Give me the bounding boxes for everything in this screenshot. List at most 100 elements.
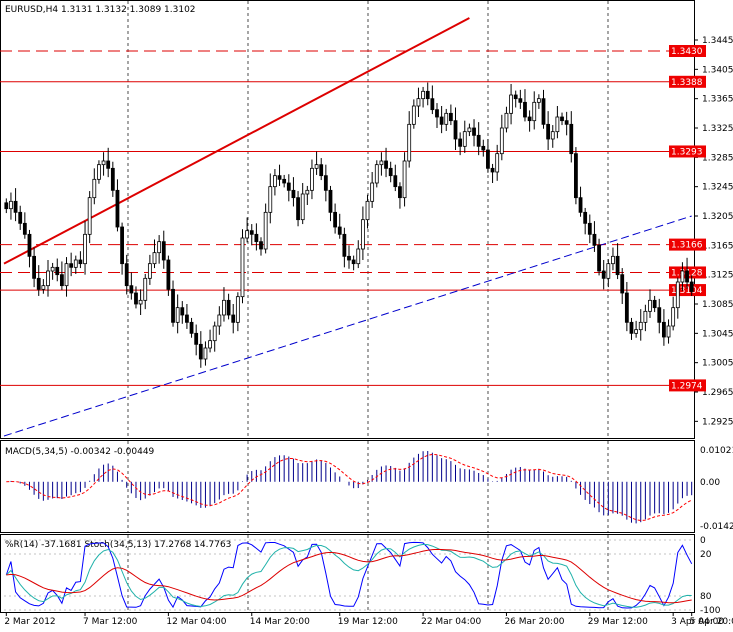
candle-body: [161, 241, 166, 261]
macd-signal-line: [6, 453, 692, 522]
candle-body: [499, 127, 504, 155]
level-label: 1.3430: [671, 47, 703, 57]
osc-tick-label: 20: [700, 550, 712, 560]
candle-body: [509, 94, 513, 114]
candle-body: [189, 321, 194, 334]
candle-body: [546, 123, 551, 140]
stochastic-signal-line: [6, 548, 692, 604]
candle-body: [578, 197, 583, 213]
osc-tick-label: 0: [700, 536, 706, 546]
x-tick-label: 5 Apr 20:00: [690, 617, 733, 627]
symbol-header: EURUSD,H4 1.3131 1.3132 1.3089 1.3102: [5, 5, 196, 15]
candle-body: [296, 197, 300, 221]
candle-body: [55, 266, 60, 276]
y-tick-label: 1.2925: [702, 417, 733, 427]
candle-body: [629, 321, 634, 334]
candle-body: [143, 277, 148, 301]
candle-body: [532, 101, 537, 122]
candle-body: [282, 178, 287, 184]
osc-tick-label: 80: [700, 592, 712, 602]
level-label-box: [669, 379, 706, 392]
candle-body: [87, 197, 92, 235]
candle-body: [203, 347, 208, 360]
candle-body: [185, 314, 189, 323]
candle-body: [222, 299, 226, 316]
candle-body: [541, 98, 546, 125]
candle-body: [374, 164, 379, 184]
x-tick-label: 12 Mar 04:00: [166, 617, 226, 627]
candle-body: [36, 277, 41, 290]
x-tick-label: 26 Mar 20:00: [504, 617, 564, 627]
candle-body: [268, 186, 273, 213]
candle-body: [615, 255, 620, 276]
candle-body: [32, 255, 37, 279]
candle-body: [27, 233, 32, 257]
candle-body: [18, 211, 23, 224]
candle-body: [592, 233, 597, 246]
candle-body: [231, 314, 236, 323]
candle-body: [249, 230, 254, 235]
candle-body: [560, 116, 564, 122]
y-tick-label: 1.3045: [702, 329, 733, 339]
candle-body: [685, 270, 689, 283]
candle-body: [643, 310, 648, 323]
williams-r-line: [5, 541, 693, 609]
candle-body: [518, 98, 523, 103]
level-label: 1.3388: [671, 78, 703, 88]
candle-body: [657, 307, 662, 323]
x-tick-label: 22 Mar 04:00: [421, 617, 481, 627]
candle-body: [4, 202, 9, 210]
oscillator-subtitle: %R(14) -37.1681 Stoch(34,5,13) 17.2768 1…: [5, 540, 231, 550]
candle-body: [481, 145, 486, 151]
candle-body: [101, 160, 106, 166]
candle-body: [83, 233, 87, 265]
candle-body: [347, 255, 351, 261]
candle-body: [384, 160, 388, 169]
candle-body: [157, 241, 162, 254]
level-label-box: [669, 238, 706, 251]
candle-body: [166, 259, 171, 290]
x-tick-label: 3 Apr 04:00: [671, 617, 724, 627]
candle-body: [351, 259, 356, 265]
candle-body: [671, 307, 676, 327]
candle-body: [360, 219, 365, 250]
y-tick-label: 1.3085: [702, 300, 733, 310]
support-trendline: [3, 215, 692, 437]
candle-body: [504, 112, 509, 129]
candle-body: [64, 263, 69, 287]
candle-body: [273, 175, 277, 188]
x-tick-label: 2 Mar 2012: [4, 617, 55, 627]
candle-body: [198, 343, 203, 360]
candle-body: [472, 127, 476, 136]
macd-subtitle: MACD(5,34,5) -0.00342 -0.00449: [5, 447, 155, 457]
candle-body: [263, 211, 268, 250]
candle-body: [388, 167, 393, 177]
candle-body: [448, 112, 453, 122]
candle-body: [365, 200, 370, 221]
candle-body: [41, 285, 46, 290]
candle-body: [180, 307, 185, 316]
candle-body: [171, 288, 175, 323]
level-label-box: [669, 75, 706, 88]
candle-body: [337, 226, 342, 235]
candle-body: [486, 149, 490, 169]
candle-body: [648, 299, 652, 312]
candle-body: [689, 281, 694, 292]
candle-body: [564, 120, 569, 125]
candle-body: [73, 259, 78, 268]
candle-body: [106, 160, 111, 169]
candle-body: [310, 167, 314, 191]
candle-body: [513, 94, 518, 100]
candle-body: [254, 233, 259, 243]
candle-body: [634, 329, 639, 334]
level-label: 1.3293: [671, 147, 703, 157]
candle-body: [212, 325, 217, 342]
candle-body: [435, 109, 439, 118]
candle-body: [495, 153, 500, 173]
candle-body: [393, 175, 398, 188]
candle-body: [597, 244, 601, 272]
oscillator-panel-frame: [0, 534, 695, 613]
candle-body: [69, 263, 74, 268]
candle-body: [680, 270, 685, 283]
candle-body: [259, 241, 263, 250]
